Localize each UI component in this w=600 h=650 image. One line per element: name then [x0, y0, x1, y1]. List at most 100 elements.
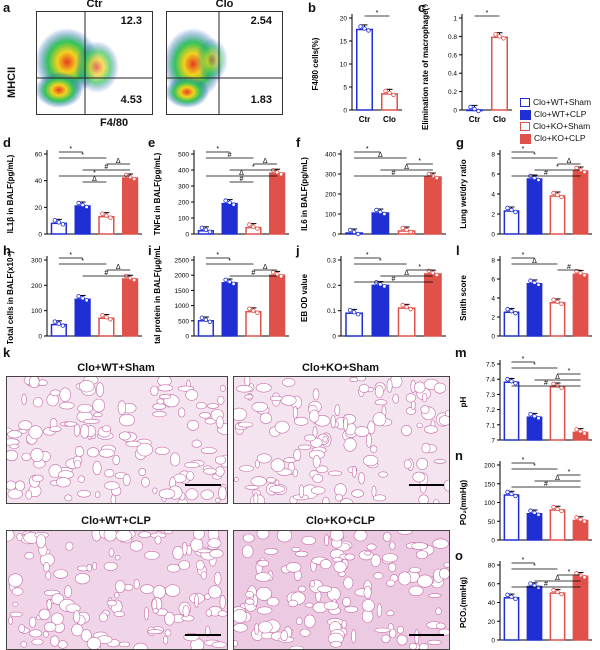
- alveolus: [317, 585, 332, 593]
- alveolus: [412, 471, 426, 483]
- alveolus: [83, 418, 100, 424]
- alveolus: [86, 447, 100, 458]
- alveolus: [64, 494, 73, 502]
- sig-marker: *: [486, 10, 489, 17]
- alveolus: [65, 541, 74, 551]
- y-axis-label: F4/80 cells(%): [311, 37, 320, 90]
- y-tick-label: 6: [491, 277, 495, 284]
- alveolus: [164, 611, 175, 626]
- alveolus: [253, 492, 259, 503]
- chart-i: Total protein in BALF(μg/mL) 0 500 1000 1500…: [153, 246, 289, 344]
- alveolus: [154, 535, 162, 545]
- alveolus: [185, 389, 198, 401]
- y-tick-label: 0: [491, 538, 495, 545]
- legend-swatch-wt-clp: [520, 109, 531, 120]
- sig-marker: Δ: [404, 164, 409, 171]
- x-tick-label: Clo: [493, 115, 506, 124]
- data-point: [278, 274, 284, 279]
- alveolus: [208, 585, 222, 599]
- alveolus: [419, 643, 429, 649]
- alveolus: [215, 497, 221, 503]
- alveolus: [342, 597, 351, 607]
- data-point: [255, 310, 260, 315]
- panel-label-g: g: [456, 135, 464, 150]
- legend-item: Clo+WT+CLP: [520, 108, 598, 120]
- alveolus: [32, 397, 44, 408]
- alveolus: [11, 587, 24, 596]
- sig-marker: *: [69, 252, 72, 259]
- sig-marker: *: [81, 258, 84, 265]
- histology-wt-sham: [6, 376, 228, 504]
- alveolus: [78, 380, 95, 393]
- y-tick-label: 100: [178, 216, 189, 223]
- alveolus: [49, 426, 62, 432]
- alveolus: [217, 395, 225, 405]
- alveolus: [292, 468, 298, 478]
- alveolus: [439, 567, 449, 580]
- alveolus: [115, 531, 133, 542]
- alveolus: [309, 409, 320, 423]
- alveolus: [364, 550, 372, 556]
- data-point: [509, 594, 514, 600]
- alveolus: [365, 433, 372, 448]
- alveolus: [103, 561, 118, 571]
- alveolus: [335, 493, 343, 502]
- alveolus: [299, 628, 311, 637]
- y-axis-label: PCO₂(mmHg): [459, 577, 468, 628]
- alveolus: [366, 543, 377, 551]
- data-point: [347, 307, 353, 313]
- alveolus: [238, 421, 254, 428]
- y-axis-label: TNFα in BALF(pg/mL): [153, 152, 162, 235]
- flow-q2-clo: 2.54: [250, 15, 272, 27]
- data-point: [400, 225, 405, 231]
- alveolus: [417, 574, 433, 588]
- alveolus: [163, 531, 174, 534]
- panel-label-d: d: [3, 135, 11, 150]
- alveolus: [438, 415, 449, 426]
- alveolus: [28, 616, 37, 628]
- data-point: [108, 317, 113, 322]
- y-tick-label: 4: [491, 192, 495, 199]
- alveolus: [376, 603, 382, 618]
- alveolus: [245, 598, 255, 605]
- flow-xlabel: F4/80: [100, 117, 129, 129]
- data-point: [199, 225, 205, 230]
- alveolus: [150, 385, 159, 396]
- bar: [549, 592, 566, 641]
- chart-e: TNFα in BALF(pg/mL) 0100200300400500*#Δ*Δ…: [153, 146, 289, 239]
- alveolus: [323, 601, 339, 611]
- y-tick-label: 200: [31, 283, 42, 290]
- chart-c: Elimination rate of macrophage(%) 0 0.2 0.4…: [421, 4, 512, 130]
- flow-q3-clo: 1.83: [250, 94, 272, 106]
- data-point: [100, 313, 105, 318]
- alveolus: [245, 591, 254, 598]
- data-point: [60, 222, 66, 227]
- data-point: [127, 275, 133, 281]
- alveolus: [386, 378, 393, 393]
- y-axis-label: IL6 in BALF(pg/mL): [300, 157, 309, 231]
- alveolus: [234, 477, 239, 482]
- alveolus: [119, 413, 136, 427]
- data-point: [378, 282, 383, 287]
- bar: [526, 416, 543, 441]
- data-point: [505, 205, 510, 211]
- y-axis-label: PO₂(mmHg): [459, 480, 468, 526]
- chart-g: Lung wet/dry ratio 0 2 4 6 8 * * Δ * #: [459, 146, 592, 239]
- y-tick-label: 60: [35, 152, 43, 159]
- data-point: [52, 218, 58, 223]
- data-point: [434, 175, 440, 181]
- data-point: [247, 306, 252, 311]
- y-tick-label: 0.2: [448, 89, 457, 96]
- alveolus: [63, 421, 78, 427]
- alveolus: [386, 579, 396, 587]
- data-point: [274, 170, 280, 175]
- alveolus: [95, 382, 104, 397]
- sig-marker: *: [568, 569, 571, 576]
- legend-label: Clo+WT+Sham: [533, 97, 592, 107]
- alveolus: [305, 602, 314, 608]
- alveolus: [298, 484, 304, 499]
- sig-marker: *: [366, 252, 369, 259]
- alveolus: [408, 585, 424, 597]
- legend-label: Clo+WT+CLP: [534, 109, 587, 119]
- bar: [526, 283, 543, 337]
